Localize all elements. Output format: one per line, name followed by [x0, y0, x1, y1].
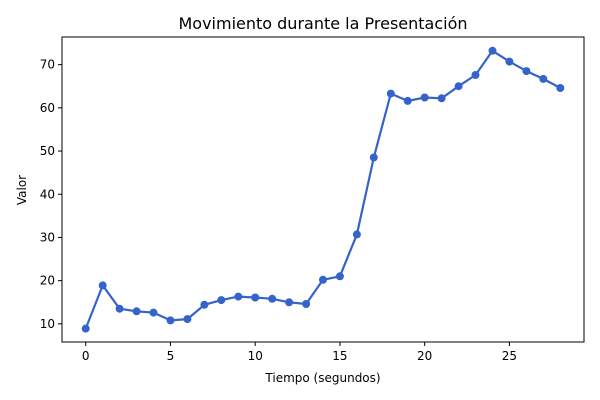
data-point — [115, 304, 124, 313]
data-point — [403, 96, 412, 105]
data-point — [319, 275, 327, 284]
y-axis-label: Valor — [15, 175, 29, 205]
data-point — [335, 272, 344, 281]
y-tick-label: 10 — [40, 317, 55, 331]
plot-area — [61, 36, 585, 343]
data-point — [454, 82, 463, 91]
data-point — [420, 93, 429, 102]
data-marks — [81, 46, 565, 333]
data-point — [183, 315, 192, 324]
data-point — [471, 71, 480, 79]
data-point — [556, 84, 565, 92]
y-tick-label: 20 — [40, 274, 55, 288]
data-point — [166, 316, 175, 325]
plot-frame — [61, 36, 585, 343]
y-tick-label: 50 — [40, 144, 55, 158]
data-point — [132, 307, 141, 316]
data-point — [251, 293, 260, 302]
x-tick-label: 15 — [332, 349, 347, 363]
data-point — [352, 230, 361, 239]
data-point — [149, 308, 158, 317]
y-tick-label: 60 — [40, 101, 55, 115]
x-tick-label: 20 — [417, 349, 432, 363]
x-tick-label: 25 — [502, 349, 517, 363]
data-point — [98, 281, 107, 290]
data-point — [488, 46, 497, 55]
data-point — [539, 74, 548, 83]
x-tick-label: 0 — [82, 349, 90, 363]
data-point — [285, 298, 294, 307]
data-point — [81, 324, 90, 333]
data-point — [369, 153, 378, 162]
data-point — [505, 57, 514, 66]
y-tick-label: 30 — [40, 230, 55, 244]
x-tick-label: 5 — [167, 349, 175, 363]
data-point — [522, 67, 531, 76]
data-point — [234, 292, 243, 301]
data-point — [437, 94, 446, 103]
data-point — [200, 300, 209, 309]
data-point — [386, 89, 395, 98]
data-point — [302, 300, 311, 308]
x-axis-label: Tiempo (segundos) — [264, 371, 380, 385]
y-tick-label: 40 — [40, 187, 55, 201]
series-line — [84, 49, 561, 330]
data-point — [268, 294, 277, 303]
y-tick-label: 70 — [40, 58, 55, 72]
data-point — [217, 296, 226, 305]
chart-title: Movimiento durante la Presentación — [178, 14, 467, 33]
x-tick-label: 10 — [248, 349, 263, 363]
axis-ticks: 0 5 10 15 20 25 10 20 30 40 50 60 70 — [40, 58, 517, 363]
